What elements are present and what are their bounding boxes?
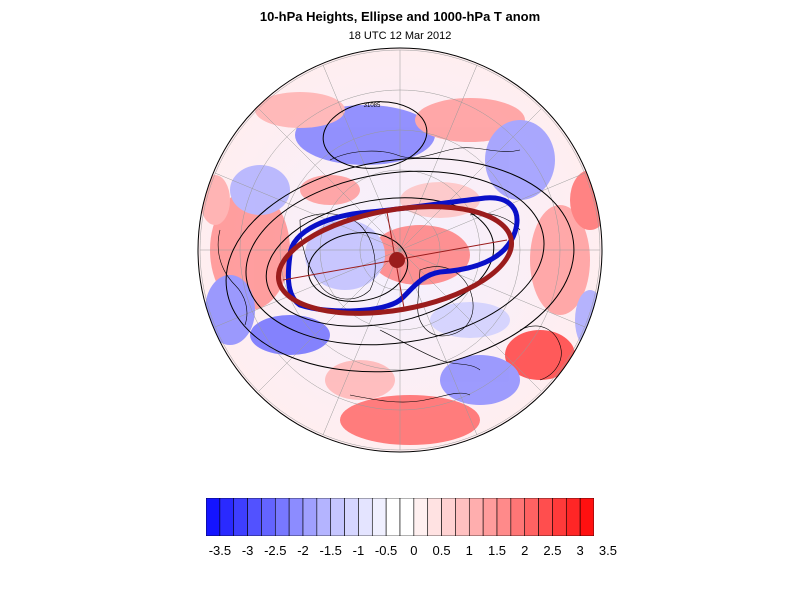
- map-title: 10-hPa Heights, Ellipse and 1000-hPa T a…: [259, 9, 541, 24]
- graticule: [199, 49, 601, 451]
- colorbar-swatch: [344, 497, 359, 537]
- ellipse-center: [389, 252, 405, 268]
- colorbar-swatch: [399, 497, 415, 537]
- colorbar-swatch: [358, 497, 373, 537]
- colorbar-swatch: [482, 497, 498, 537]
- colorbar-swatch: [385, 497, 401, 537]
- colorbar-swatch: [510, 497, 526, 537]
- globe-border: [197, 47, 603, 453]
- colorbar-swatch: [288, 497, 304, 537]
- colorbar-tick-label: 2: [521, 543, 529, 558]
- colorbar-swatch: [427, 497, 442, 537]
- contour-label: 31085: [364, 103, 381, 109]
- colorbar-swatch: [247, 497, 262, 537]
- colorbar-swatch: [565, 497, 581, 537]
- colorbar-tick-label: -2: [297, 543, 309, 558]
- colorbar-swatch: [496, 497, 512, 537]
- colorbar-tick-label: 3: [576, 543, 584, 558]
- colorbar-labels: -3.5 -3 -2.5 -2 -1.5 -1 -0.5 0 0.5 1 1.5 2 2.5 3 3.5: [206, 543, 617, 563]
- colorbar-swatch: [233, 497, 248, 537]
- coastlines: [217, 147, 562, 403]
- colorbar-tick-label: 2.5: [543, 543, 562, 558]
- colorbar-tick-label: 3.5: [598, 543, 617, 558]
- ellipse-fit: [275, 204, 515, 316]
- colorbar-swatch: [302, 497, 318, 537]
- colorbar-swatch: [579, 497, 595, 537]
- colorbar-swatch: [274, 497, 290, 537]
- colorbar-swatch: [316, 497, 332, 537]
- colorbar-tick-label: -1: [352, 543, 365, 558]
- colorbar-tick-label: -3: [241, 543, 254, 558]
- colorbar-swatch: [413, 497, 429, 537]
- colorbar-swatch: [468, 497, 484, 537]
- colorbar-tick-label: 1: [465, 543, 473, 558]
- colorbar-tick-label: -2.5: [264, 543, 287, 558]
- colorbar-swatch: [538, 497, 553, 537]
- colorbar-swatch: [552, 497, 567, 537]
- colorbar-swatch: [261, 497, 276, 537]
- colorbar-swatch: [205, 497, 221, 537]
- colorbar-tick-label: -3.5: [208, 543, 232, 558]
- geopotential-height-contours: [225, 101, 575, 373]
- colorbar-swatch: [524, 497, 539, 537]
- colorbar-tick-label: 0.5: [432, 543, 451, 558]
- colorbar-tick-label: -0.5: [374, 543, 398, 558]
- colorbar-swatch: [441, 497, 456, 537]
- colorbar-swatch: [455, 497, 470, 537]
- colorbar: [205, 497, 595, 537]
- colorbar-swatch: [371, 497, 387, 537]
- colorbar-tick-label: -1.5: [319, 543, 342, 558]
- colorbar-tick-label: 0: [410, 543, 418, 558]
- colorbar-tick-label: 1.5: [487, 543, 507, 558]
- colorbar-swatch: [219, 497, 235, 537]
- map-subtitle: 18 UTC 12 Mar 2012: [348, 30, 452, 42]
- colorbar-swatch: [330, 497, 345, 537]
